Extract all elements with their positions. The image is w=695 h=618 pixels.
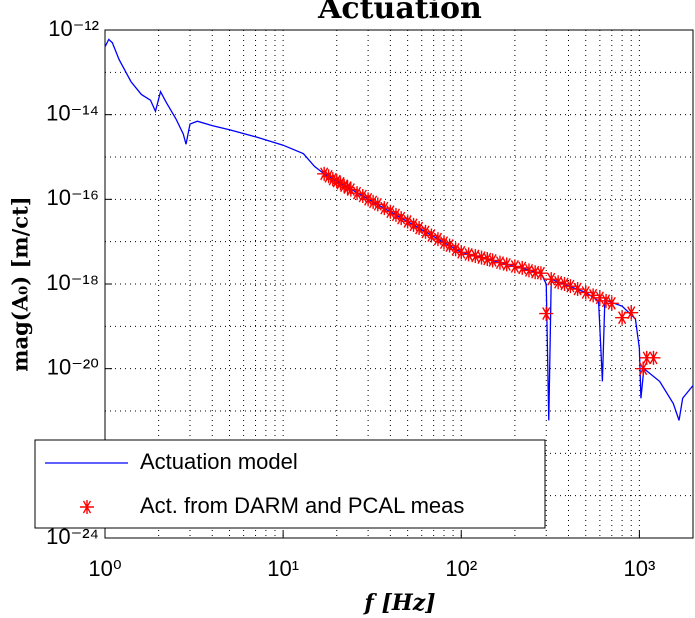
data-point — [492, 255, 507, 270]
data-point — [394, 211, 409, 226]
data-point — [485, 253, 500, 268]
data-point — [383, 204, 398, 219]
data-point — [521, 263, 536, 278]
data-point — [615, 310, 630, 325]
data-point — [604, 296, 619, 311]
x-tick-label: 10² — [445, 556, 477, 581]
y-tick-label: 10⁻¹⁸ — [46, 270, 99, 295]
data-point — [570, 282, 585, 297]
data-point — [528, 265, 543, 280]
data-point — [337, 178, 352, 193]
data-point — [551, 275, 566, 290]
data-point — [586, 288, 601, 303]
data-point — [317, 166, 332, 181]
legend-marker — [80, 500, 94, 514]
data-point — [418, 224, 433, 239]
data-point — [361, 192, 376, 207]
data-point — [461, 247, 476, 262]
data-point — [539, 306, 554, 321]
data-point — [499, 257, 514, 272]
data-point — [578, 285, 593, 300]
y-tick-label: 10⁻¹⁴ — [46, 100, 99, 125]
data-point — [412, 221, 427, 236]
y-tick-label: 10⁻²⁰ — [47, 354, 99, 379]
data-point — [366, 194, 381, 209]
data-point — [557, 277, 572, 291]
data-point — [448, 242, 463, 257]
data-point — [340, 180, 355, 195]
plot-frame — [104, 29, 694, 539]
data-point — [321, 169, 336, 184]
legend-box — [34, 439, 546, 529]
y-axis-label: mag(A₀) [m/ct] — [8, 196, 33, 371]
data-point — [592, 290, 607, 305]
data-point — [454, 245, 469, 260]
data-point — [624, 305, 639, 320]
data-point — [424, 228, 439, 243]
data-point — [400, 214, 415, 229]
x-tick-label: 10³ — [623, 556, 655, 581]
data-point — [343, 182, 358, 197]
data-point — [480, 251, 495, 266]
x-tick-label: 10¹ — [267, 556, 299, 581]
data-line — [104, 38, 694, 421]
data-point — [370, 197, 385, 212]
data-point — [333, 176, 348, 191]
data-point — [544, 272, 559, 287]
data-point — [406, 217, 421, 232]
x-axis-label: f [Hz] — [362, 590, 435, 616]
chart-title: Actuation — [317, 0, 482, 26]
data-point — [388, 207, 403, 222]
data-point — [563, 279, 578, 294]
data-point — [377, 201, 392, 216]
data-point — [599, 293, 614, 308]
data-point — [507, 259, 522, 274]
data-point — [636, 361, 651, 376]
legend-label: Act. from DARM and PCAL meas — [140, 493, 464, 518]
data-point — [355, 188, 370, 203]
data-point — [646, 350, 661, 365]
data-point — [329, 174, 344, 189]
y-tick-label: 10⁻¹² — [48, 16, 99, 41]
data-point — [474, 250, 489, 265]
data-point — [436, 235, 451, 250]
data-point — [325, 172, 340, 187]
data-point — [515, 260, 530, 275]
data-point — [350, 186, 365, 201]
legend-label: Actuation model — [140, 449, 298, 474]
x-tick-label: 10⁰ — [88, 556, 121, 581]
data-point — [533, 266, 548, 281]
data-point — [442, 238, 457, 253]
y-tick-label: 10⁻¹⁶ — [47, 185, 99, 210]
data-point — [468, 248, 483, 263]
data-point — [430, 232, 445, 247]
